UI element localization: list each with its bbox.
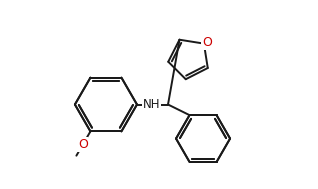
Text: O: O: [202, 36, 212, 49]
Text: O: O: [78, 138, 88, 151]
Text: NH: NH: [143, 98, 160, 111]
